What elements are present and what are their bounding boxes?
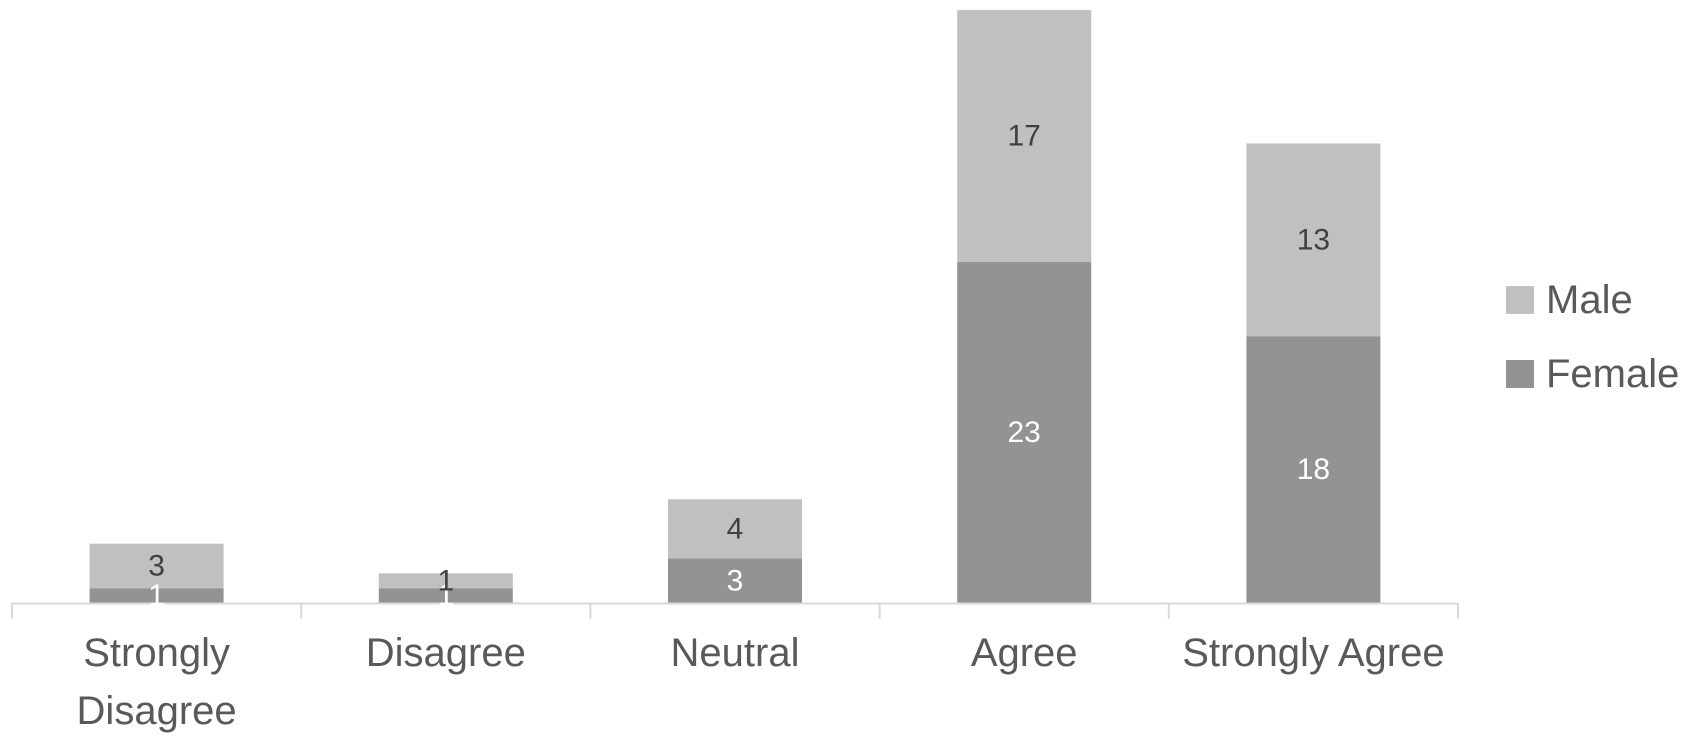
category-label-1: Disagree xyxy=(366,631,526,675)
data-label-male-3: 17 xyxy=(1008,120,1041,153)
legend-label-female: Female xyxy=(1546,352,1679,396)
bar-female-0 xyxy=(89,588,224,603)
data-label-female-3: 23 xyxy=(1008,416,1041,449)
x-axis xyxy=(11,602,1459,619)
bar-male-0 xyxy=(89,543,224,589)
data-label-male-1: 1 xyxy=(437,564,454,597)
data-label-male-4: 13 xyxy=(1297,223,1330,256)
legend-swatch-female xyxy=(1506,360,1534,388)
data-label-female-4: 18 xyxy=(1297,453,1330,486)
bar-male-1 xyxy=(378,573,513,589)
legend-swatch-male xyxy=(1506,286,1534,314)
bars-layer xyxy=(89,10,1381,603)
category-label-0: Strongly Disagree xyxy=(77,631,237,733)
data-label-female-0: 1 xyxy=(148,579,165,612)
bar-female-4 xyxy=(1246,336,1381,603)
data-label-male-0: 3 xyxy=(148,549,165,582)
legend-label-male: Male xyxy=(1546,278,1633,322)
category-labels-layer: Strongly Disagree Disagree Neutral Agree Stro… xyxy=(77,631,1445,733)
data-label-female-1: 1 xyxy=(437,579,454,612)
category-label-3: Agree xyxy=(971,631,1078,675)
data-label-male-2: 4 xyxy=(727,512,744,545)
bar-female-2 xyxy=(668,558,802,603)
bar-female-3 xyxy=(957,262,1092,603)
legend: Male Female xyxy=(1506,278,1679,396)
category-label-2: Neutral xyxy=(671,631,800,675)
bar-male-2 xyxy=(668,499,802,559)
bar-male-3 xyxy=(957,10,1092,263)
bar-male-4 xyxy=(1246,143,1381,337)
bar-female-1 xyxy=(378,588,513,603)
data-label-female-2: 3 xyxy=(727,564,744,597)
category-label-4: Strongly Agree xyxy=(1182,631,1444,675)
